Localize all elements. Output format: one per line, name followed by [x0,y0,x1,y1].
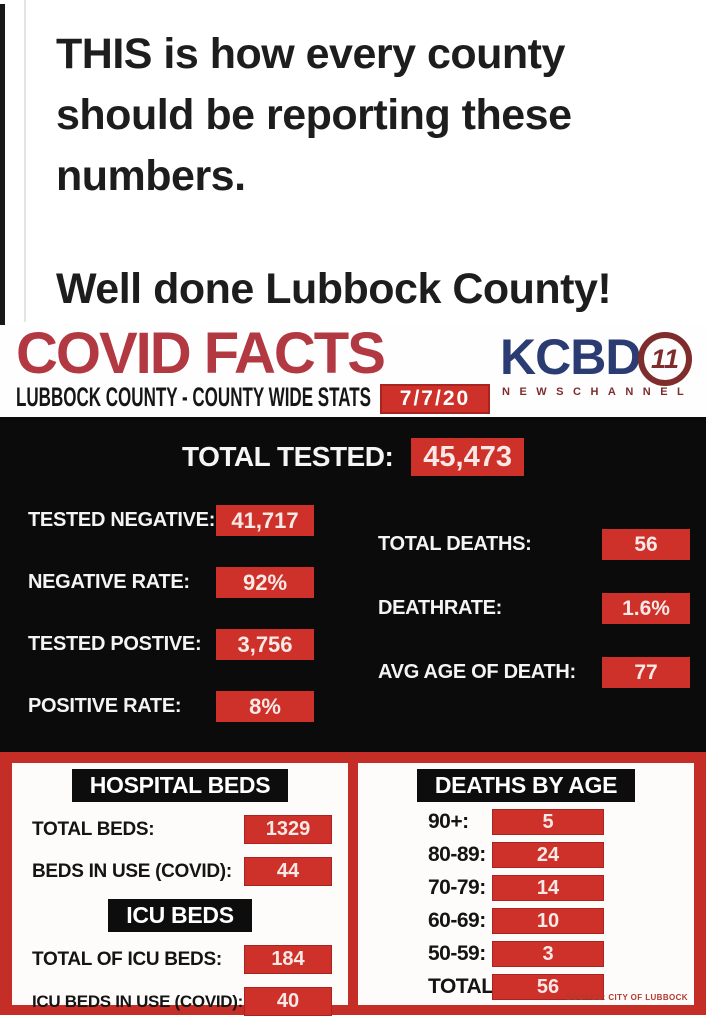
stat-row: POSITIVE RATE: 8% [28,691,314,722]
bottom-tables-section: HOSPITAL BEDS TOTAL BEDS: 1329 BEDS IN U… [0,752,706,1016]
row-label: TOTAL: [428,975,501,998]
table-row: ICU BEDS IN USE (COVID): 40 [12,987,348,1016]
stat-row: AVG AGE OF DEATH: 77 [378,657,690,688]
row-label: 70-79: [428,876,486,899]
stat-row: TESTED POSTIVE: 3,756 [28,629,314,660]
total-tested-label: TOTAL TESTED: [182,441,394,472]
row-label: 80-89: [428,843,486,866]
table-row: TOTAL OF ICU BEDS: 184 [12,945,348,974]
row-value: 44 [244,857,332,886]
stat-row: DEATHRATE: 1.6% [378,593,690,624]
total-tested-value: 45,473 [411,438,524,476]
deaths-by-age-box: DEATHS BY AGE 90+: 5 80-89: 24 70-79: 14… [358,763,694,1005]
stat-row: TESTED NEGATIVE: 41,717 [28,505,314,536]
stat-label: AVG AGE OF DEATH: [378,661,576,683]
row-value: 24 [492,842,604,868]
row-value: 10 [492,908,604,934]
stat-value: 41,717 [216,505,314,536]
stat-value: 8% [216,691,314,722]
kcbd-tagline: NEWSCHANNEL [502,386,694,398]
table-row: 70-79: 14 [358,875,694,901]
row-value: 40 [244,987,332,1016]
kcbd-station-logo: KCBD 11 NEWSCHANNEL [500,332,700,406]
stat-value: 3,756 [216,629,314,660]
stat-row: NEGATIVE RATE: 92% [28,567,314,598]
channel-11-icon: 11 [638,332,692,386]
card-divider-line [24,0,26,322]
table-row: TOTAL BEDS: 1329 [12,815,348,844]
deaths-by-age-header: DEATHS BY AGE [416,769,636,802]
row-label: TOTAL BEDS: [32,818,155,840]
testing-stats-column: TESTED NEGATIVE: 41,717 NEGATIVE RATE: 9… [28,505,314,753]
stat-label: DEATHRATE: [378,597,503,619]
row-value: 184 [244,945,332,974]
row-value: 56 [492,974,604,1000]
infographic-title: COVID FACTS [16,321,386,386]
screenshot-left-edge [0,4,5,330]
stat-value: 92% [216,567,314,598]
date-badge: 7/7/20 [380,384,490,414]
deaths-stats-column: TOTAL DEATHS: 56 DEATHRATE: 1.6% AVG AGE… [378,529,690,721]
row-label: 90+: [428,810,469,833]
table-row: 50-59: 3 [358,941,694,967]
infographic-subtitle: LUBBOCK COUNTY - COUNTY WIDE STATS [16,382,372,412]
table-row: 80-89: 24 [358,842,694,868]
stat-value: 1.6% [602,593,690,624]
stat-label: NEGATIVE RATE: [28,571,190,593]
row-value: 3 [492,941,604,967]
post-text-block: THIS is how every county should be repor… [56,24,634,320]
hospital-beds-header: HOSPITAL BEDS [71,769,289,802]
table-row: BEDS IN USE (COVID): 44 [12,857,348,886]
kcbd-wordmark: KCBD [500,329,641,385]
stat-label: TOTAL DEATHS: [378,533,532,555]
post-text-primary: THIS is how every county should be repor… [56,30,572,200]
hospital-beds-box: HOSPITAL BEDS TOTAL BEDS: 1329 BEDS IN U… [12,763,348,1016]
stat-value: 56 [602,529,690,560]
stat-row: TOTAL DEATHS: 56 [378,529,690,560]
infographic-header: COVID FACTS LUBBOCK COUNTY - COUNTY WIDE… [0,325,706,417]
table-row: 60-69: 10 [358,908,694,934]
row-label: TOTAL OF ICU BEDS: [32,948,222,970]
stat-value: 77 [602,657,690,688]
row-value: 14 [492,875,604,901]
total-tested-row: TOTAL TESTED: 45,473 [0,438,706,476]
table-row: TOTAL: 56 [358,974,694,1000]
post-text-secondary: Well done Lubbock County! [56,265,612,313]
row-value: 5 [492,809,604,835]
stat-label: TESTED NEGATIVE: [28,509,216,531]
stat-label: TESTED POSTIVE: [28,633,202,655]
stats-panel: TOTAL TESTED: 45,473 TESTED NEGATIVE: 41… [0,417,706,752]
row-value: 1329 [244,815,332,844]
row-label: ICU BEDS IN USE (COVID): [32,991,243,1011]
stat-label: POSITIVE RATE: [28,695,182,717]
source-credit: SOURCE: CITY OF LUBBOCK [566,993,688,1002]
table-row: 90+: 5 [358,809,694,835]
icu-beds-header: ICU BEDS [108,899,252,932]
row-label: 60-69: [428,909,486,932]
row-label: 50-59: [428,942,486,965]
row-label: BEDS IN USE (COVID): [32,860,232,882]
